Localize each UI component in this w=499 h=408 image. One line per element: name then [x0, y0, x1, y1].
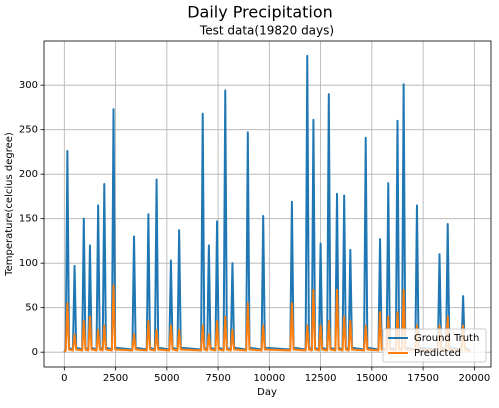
legend-label: Ground Truth	[414, 333, 479, 344]
x-tick-label: 10000	[253, 373, 285, 384]
legend-box	[382, 328, 487, 363]
y-tick-label: 100	[19, 258, 38, 269]
x-axis-label: Day	[257, 387, 277, 398]
y-tick-label: 250	[19, 125, 38, 136]
x-tick-label: 20000	[458, 373, 490, 384]
y-tick-label: 300	[19, 80, 38, 91]
y-tick-label: 50	[25, 303, 38, 314]
legend-label: Predicted	[414, 348, 461, 359]
y-tick-label: 0	[32, 347, 38, 358]
x-tick-label: 2500	[103, 373, 128, 384]
x-tick-label: 0	[61, 373, 67, 384]
x-tick-label: 7500	[205, 373, 230, 384]
x-tick-label: 15000	[356, 373, 388, 384]
axes-frame	[43, 40, 492, 368]
x-tick-label: 5000	[154, 373, 179, 384]
y-axis-label: Temperature(celcius degree)	[4, 132, 15, 277]
chart-subtitle: Test data(19820 days)	[199, 24, 334, 38]
x-tick-label: 12500	[305, 373, 337, 384]
chart-title: Daily Precipitation	[187, 3, 333, 22]
y-tick-label: 200	[19, 169, 38, 180]
x-tick-label: 17500	[407, 373, 439, 384]
y-tick-label: 150	[19, 214, 38, 225]
